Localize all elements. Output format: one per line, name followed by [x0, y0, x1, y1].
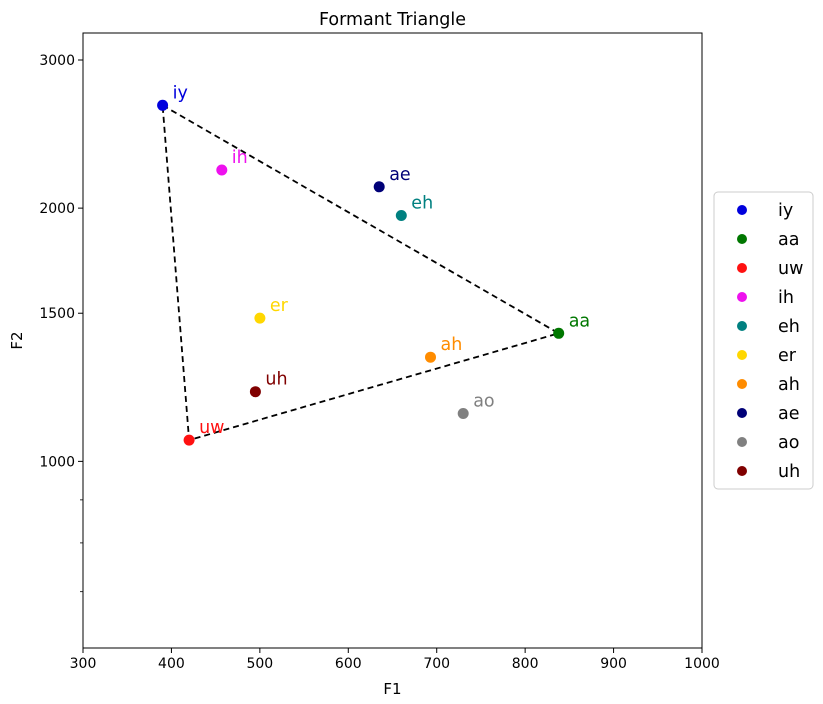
legend-marker-uw	[737, 263, 747, 273]
y-tick-label: 2000	[39, 201, 75, 217]
point-label-eh: eh	[411, 194, 433, 214]
legend-marker-eh	[737, 321, 747, 331]
legend-label-ih: ih	[778, 288, 794, 308]
x-tick-label: 400	[158, 656, 185, 672]
x-tick-label: 900	[600, 656, 627, 672]
point-er	[254, 312, 266, 324]
y-axis-label: F2	[8, 331, 26, 349]
x-tick-label: 300	[70, 656, 97, 672]
point-label-ih: ih	[232, 148, 248, 168]
legend-label-uw: uw	[778, 259, 803, 279]
x-tick-label: 600	[335, 656, 362, 672]
y-tick-label: 1000	[39, 454, 75, 470]
legend-label-ao: ao	[778, 433, 799, 453]
point-label-uh: uh	[265, 370, 287, 390]
y-tick-label: 1500	[39, 306, 75, 322]
point-ih	[216, 164, 228, 176]
point-ah	[425, 351, 436, 363]
legend-marker-ae	[737, 408, 747, 418]
x-tick-label: 1000	[684, 656, 720, 672]
point-label-ah: ah	[441, 335, 463, 355]
point-label-aa: aa	[569, 311, 590, 331]
legend-label-iy: iy	[778, 201, 793, 221]
point-label-uw: uw	[199, 418, 224, 438]
axes: 300 400 500 600 700 800 900 1000 1000 1500 2000 300…	[39, 53, 719, 672]
legend-marker-ih	[737, 292, 747, 302]
chart-title: Formant Triangle	[319, 10, 466, 30]
point-label-ae: ae	[389, 165, 411, 185]
point-label-er: er	[270, 296, 289, 316]
legend-marker-ah	[737, 379, 747, 389]
point-uh	[249, 386, 261, 398]
legend: iy aa uw ih eh er ah ae ao uh	[713, 191, 814, 490]
x-tick-label: 700	[423, 656, 450, 672]
point-label-iy: iy	[173, 83, 188, 103]
legend-marker-uh	[737, 466, 747, 476]
legend-marker-iy	[737, 205, 747, 215]
point-ae	[373, 181, 385, 193]
point-ao	[457, 408, 469, 419]
legend-marker-aa	[737, 234, 747, 244]
legend-marker-ao	[737, 437, 747, 447]
legend-label-eh: eh	[778, 317, 800, 337]
x-tick-label: 800	[512, 656, 539, 672]
legend-label-uh: uh	[778, 462, 800, 482]
legend-label-aa: aa	[778, 230, 799, 250]
x-axis-label: F1	[383, 680, 401, 698]
legend-label-er: er	[778, 346, 797, 366]
point-uw	[183, 434, 195, 446]
plot-frame	[82, 32, 703, 649]
x-tick-label: 500	[246, 656, 273, 672]
point-aa	[553, 327, 565, 339]
point-iy	[157, 99, 169, 111]
legend-marker-er	[737, 350, 747, 360]
legend-label-ah: ah	[778, 375, 800, 395]
legend-label-ae: ae	[778, 404, 800, 424]
plot-area: iy aa uw ih eh er ah ae ao uh	[157, 83, 590, 446]
y-tick-label: 3000	[39, 53, 75, 69]
point-eh	[395, 210, 407, 221]
point-label-ao: ao	[473, 392, 494, 412]
triangle-outline	[161, 103, 561, 442]
